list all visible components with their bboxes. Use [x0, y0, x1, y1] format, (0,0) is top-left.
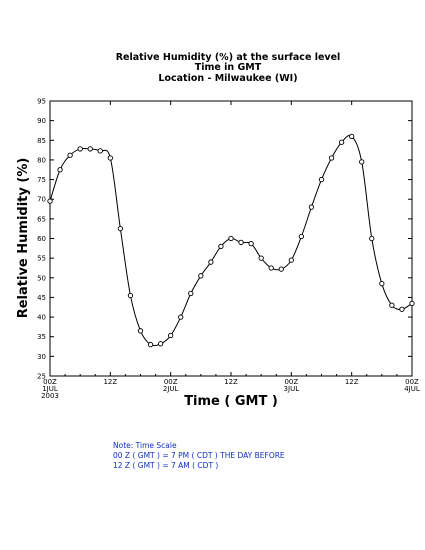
- data-point: [218, 243, 224, 250]
- chart-title-block: Relative Humidity (%) at the surface lev…: [116, 52, 341, 84]
- data-point: [258, 255, 264, 261]
- x-tick-label: 12Z: [103, 378, 117, 386]
- data-point: [389, 302, 395, 308]
- data-point: [369, 235, 375, 242]
- y-tick-label: 75: [37, 176, 46, 184]
- chart-title: Relative Humidity (%) at the surface lev…: [116, 52, 341, 63]
- data-point: [308, 204, 315, 210]
- x-tick-label: 00Z: [284, 378, 298, 386]
- data-point: [298, 233, 305, 240]
- x-tick-label: 4JUL: [404, 385, 420, 393]
- data-point: [328, 155, 335, 161]
- data-point: [238, 239, 244, 246]
- x-tick-label: 00Z: [43, 378, 57, 386]
- y-tick-label: 80: [37, 156, 46, 164]
- y-tick-label: 45: [37, 294, 46, 302]
- y-tick-label: 40: [37, 314, 46, 322]
- y-tick-label: 85: [37, 137, 46, 145]
- y-tick-label: 35: [37, 333, 46, 341]
- data-point: [87, 146, 93, 152]
- data-point: [268, 265, 274, 271]
- data-point: [198, 273, 204, 279]
- y-axis-ticks: 25 30 35 40 45 50 55 60 65 70 75 80 85 90 95: [37, 98, 412, 381]
- data-point: [137, 328, 144, 334]
- data-point: [157, 341, 164, 347]
- time-scale-note: Note: Time Scale 00 Z ( GMT ) = 7 PM ( C…: [113, 441, 285, 470]
- data-point: [117, 226, 124, 232]
- data-point: [107, 155, 113, 161]
- y-tick-label: 60: [37, 235, 46, 243]
- note-line-12z: 12 Z ( GMT ) = 7 AM ( CDT ): [113, 461, 218, 470]
- data-point: [67, 152, 73, 158]
- x-axis-label: Time ( GMT ): [184, 394, 278, 409]
- x-tick-label: 12Z: [345, 378, 359, 386]
- data-point: [168, 332, 174, 339]
- data-point: [349, 133, 355, 140]
- x-tick-label: 1JUL: [42, 385, 58, 393]
- data-point: [147, 341, 154, 348]
- data-point: [379, 281, 385, 287]
- x-tick-label: 00Z: [164, 378, 178, 386]
- data-point: [318, 176, 325, 183]
- y-tick-label: 50: [37, 274, 46, 282]
- x-tick-label: 2003: [41, 392, 59, 400]
- data-point: [359, 159, 365, 165]
- data-point: [178, 314, 184, 320]
- y-tick-label: 55: [37, 255, 46, 263]
- data-point: [288, 257, 294, 263]
- data-point: [127, 292, 134, 299]
- data-point: [278, 266, 284, 272]
- data-point: [47, 198, 53, 204]
- x-tick-label: 3JUL: [284, 385, 300, 393]
- data-point: [399, 306, 405, 312]
- y-tick-label: 95: [37, 98, 46, 106]
- data-point: [248, 240, 254, 247]
- x-tick-label: 2JUL: [163, 385, 179, 393]
- data-point: [208, 259, 214, 265]
- y-tick-label: 70: [37, 196, 46, 204]
- data-point: [338, 139, 345, 145]
- y-tick-label: 90: [37, 117, 46, 125]
- data-point: [77, 146, 83, 152]
- series-points: [47, 133, 415, 348]
- y-tick-label: 30: [37, 353, 46, 361]
- chart-subtitle-location: Location - Milwaukee (WI): [158, 73, 297, 84]
- x-tick-label: 12Z: [224, 378, 238, 386]
- data-point: [97, 148, 103, 154]
- data-point: [57, 167, 63, 173]
- y-tick-label: 25: [37, 373, 46, 381]
- data-point: [188, 290, 194, 297]
- data-point: [228, 235, 234, 242]
- y-tick-label: 65: [37, 215, 46, 223]
- x-tick-label: 00Z: [405, 378, 419, 386]
- note-heading: Note: Time Scale: [113, 441, 177, 450]
- chart-subtitle-time: Time in GMT: [195, 62, 262, 73]
- y-axis-label: Relative Humidity (%): [16, 158, 31, 319]
- note-line-00z: 00 Z ( GMT ) = 7 PM ( CDT ) THE DAY BEFO…: [113, 451, 285, 460]
- data-point: [409, 300, 415, 306]
